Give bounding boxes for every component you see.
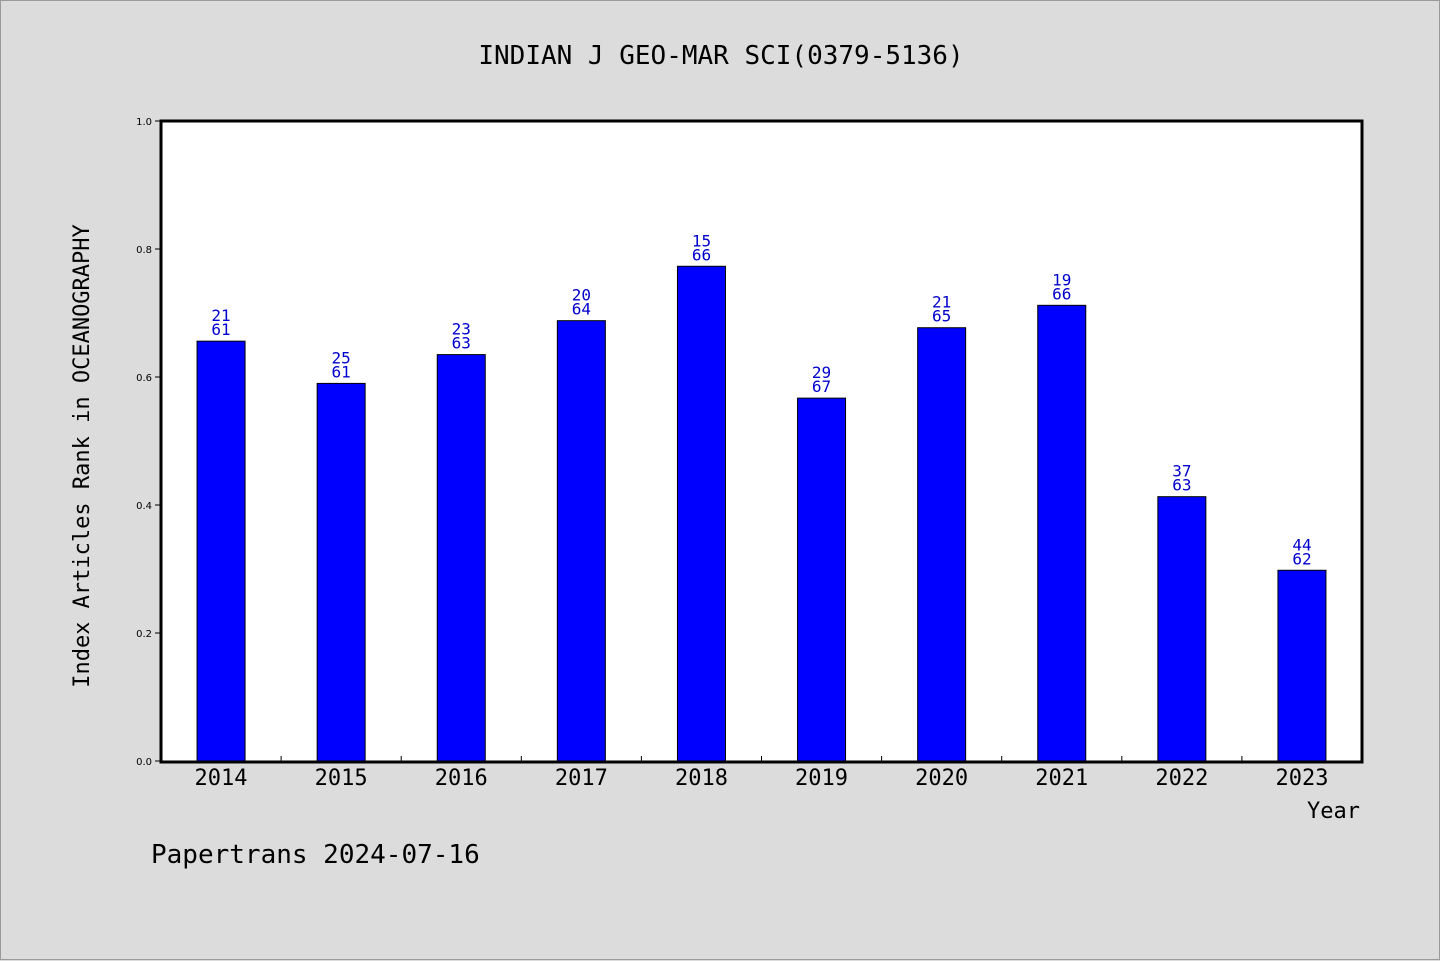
bar-2023: [1277, 569, 1327, 762]
y-tick-label: 0.0: [136, 757, 152, 768]
bar-2021: [1037, 304, 1087, 762]
bar-label-top: 21: [211, 306, 230, 325]
y-tick-label: 1.0: [136, 117, 152, 128]
bar-label-bottom: 62: [1292, 549, 1311, 568]
x-axis-ticks: 2014 2015 2016 2017 2018 2019 2020 2021 2022 2023: [195, 756, 1328, 791]
bar-label-bottom: 63: [452, 334, 471, 353]
y-axis-ticks: 0.0 0.2 0.4 0.6 0.8 1.0: [136, 117, 161, 768]
bar-label-bottom: 66: [1052, 284, 1071, 303]
bar-label-top: 19: [1052, 270, 1071, 289]
x-tick-label: 2015: [315, 766, 368, 791]
x-axis-label: Year: [1307, 799, 1360, 824]
bar-label-top: 25: [332, 348, 351, 367]
x-tick-label: 2016: [435, 766, 488, 791]
x-tick-label: 2021: [1035, 766, 1088, 791]
x-tick-label: 2017: [555, 766, 608, 791]
x-tick-label: 2018: [675, 766, 728, 791]
bar-2020: [917, 327, 967, 762]
bar-label-top: 29: [812, 363, 831, 382]
bar-label-bottom: 67: [812, 377, 831, 396]
bar-label-top: 44: [1292, 535, 1311, 554]
y-axis-label: Index Articles Rank in OCEANOGRAPHY: [70, 224, 95, 688]
bar-label-top: 37: [1172, 462, 1191, 481]
y-tick-label: 0.6: [136, 373, 152, 384]
bar-label-top: 20: [572, 286, 591, 305]
bar-2014: [196, 340, 246, 762]
bar-series: [196, 265, 1327, 762]
footer-credit: Papertrans 2024-07-16: [151, 840, 480, 870]
bar-label-bottom: 61: [332, 362, 351, 381]
bar-label-bottom: 65: [932, 307, 951, 326]
bar-2022: [1157, 496, 1207, 762]
y-tick-label: 0.2: [136, 629, 152, 640]
bar-2017: [556, 320, 606, 762]
bar-2015: [316, 382, 366, 762]
bar-2016: [436, 354, 486, 762]
bar-2019: [797, 397, 847, 762]
y-tick-label: 0.8: [136, 245, 152, 256]
bar-label-top: 15: [692, 231, 711, 250]
y-tick-label: 0.4: [136, 501, 152, 512]
x-tick-label: 2019: [795, 766, 848, 791]
chart-title: INDIAN J GEO-MAR SCI(0379-5136): [478, 41, 963, 71]
bar-label-bottom: 63: [1172, 476, 1191, 495]
x-tick-label: 2020: [915, 766, 968, 791]
x-tick-label: 2023: [1275, 766, 1328, 791]
bar-label-bottom: 61: [211, 320, 230, 339]
x-tick-label: 2022: [1155, 766, 1208, 791]
x-tick-label: 2014: [195, 766, 248, 791]
bar-label-top: 21: [932, 293, 951, 312]
bar-label-bottom: 64: [572, 300, 591, 319]
bar-label-top: 23: [452, 320, 471, 339]
bar-label-bottom: 66: [692, 245, 711, 264]
bar-2018: [676, 265, 726, 762]
